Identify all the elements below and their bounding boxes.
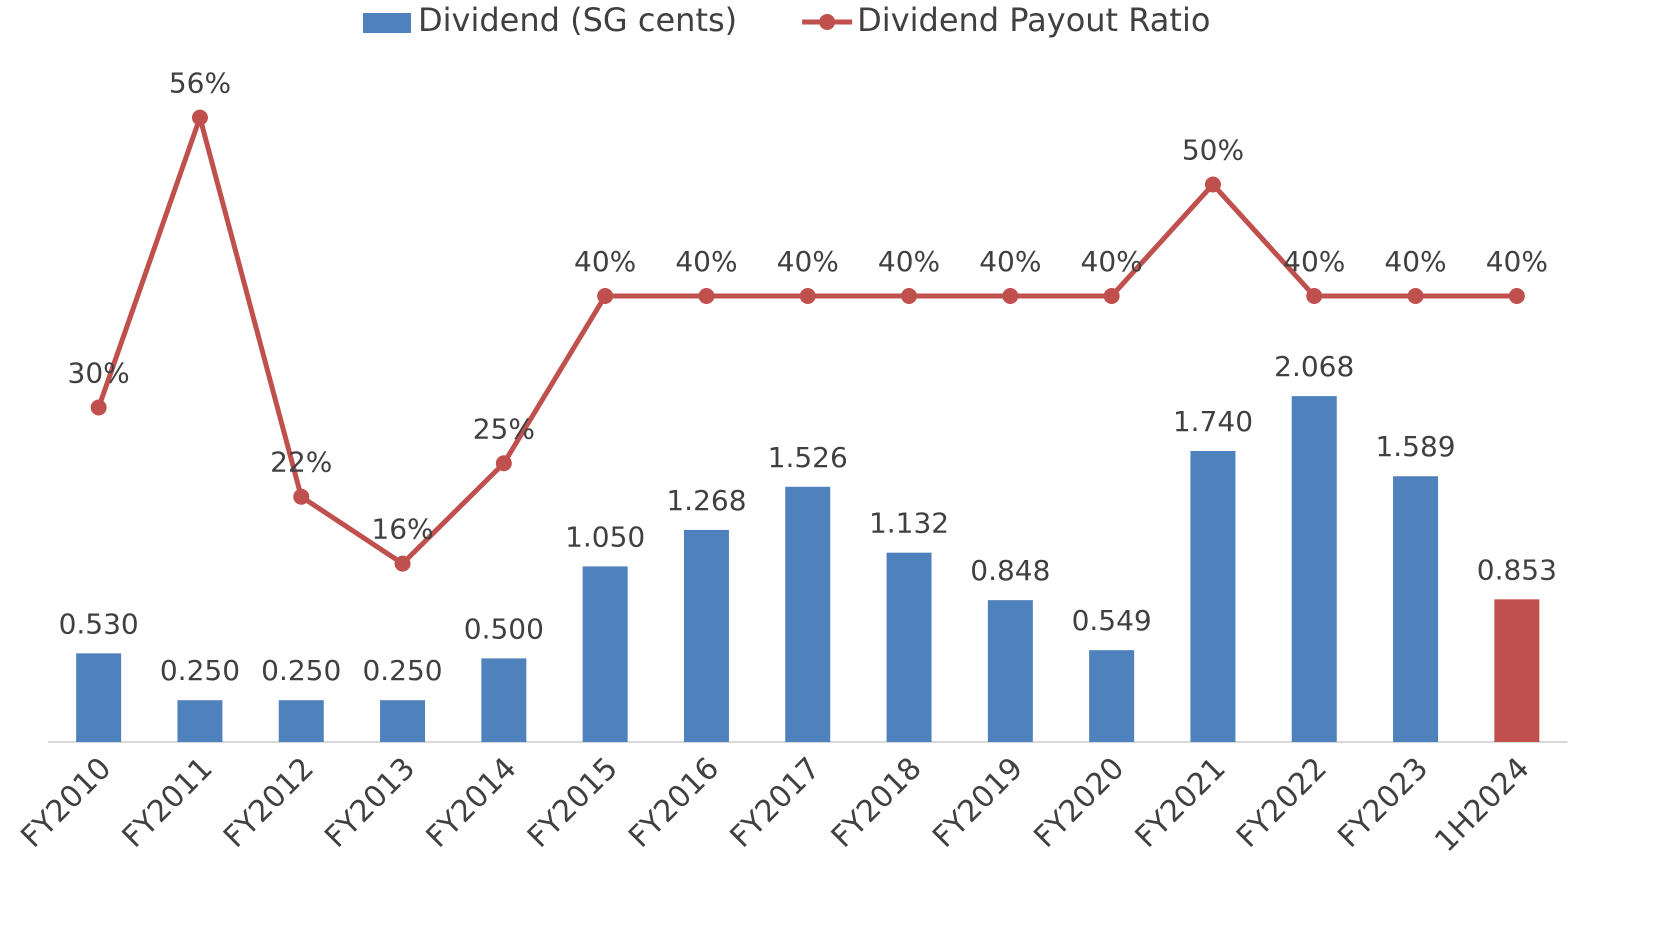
data-label: 0.853	[1477, 553, 1557, 586]
data-label: 50%	[1182, 134, 1244, 167]
data-label: 1.740	[1173, 405, 1253, 438]
bar	[1190, 450, 1236, 742]
x-tick-label: FY2020	[1027, 751, 1131, 855]
bar	[1089, 650, 1135, 742]
data-label: 16%	[371, 513, 433, 546]
bar	[76, 653, 122, 742]
x-tick-label: FY2021	[1129, 751, 1233, 855]
x-tick-label: FY2019	[926, 751, 1030, 855]
data-label: 40%	[574, 245, 636, 278]
data-label: 0.250	[160, 654, 240, 687]
data-label: 40%	[1486, 245, 1548, 278]
legend-swatch	[363, 13, 411, 33]
data-label: 30%	[68, 357, 130, 390]
data-label: 0.549	[1072, 604, 1152, 637]
bar	[1291, 396, 1337, 742]
x-tick-label: FY2013	[318, 751, 422, 855]
data-label: 1.268	[666, 484, 746, 517]
data-label: 40%	[1384, 245, 1446, 278]
data-label: 40%	[1283, 245, 1345, 278]
x-tick-label: FY2018	[825, 751, 929, 855]
bar	[886, 552, 932, 742]
line-point	[901, 288, 918, 304]
x-tick-label: FY2011	[116, 751, 220, 855]
data-label: 40%	[777, 245, 839, 278]
bar	[1494, 599, 1540, 742]
legend-label: Dividend (SG cents)	[418, 1, 737, 39]
legend-label: Dividend Payout Ratio	[857, 1, 1210, 39]
line-point	[394, 555, 411, 572]
x-tick-label: FY2017	[724, 751, 828, 855]
data-label: 40%	[878, 245, 940, 278]
x-tick-label: FY2014	[420, 751, 524, 855]
data-label: 1.050	[565, 520, 645, 553]
data-label: 0.848	[970, 554, 1050, 587]
bar	[987, 600, 1033, 742]
x-tick-label: FY2015	[521, 751, 625, 855]
data-label: 0.500	[464, 612, 544, 645]
x-tick-label: FY2012	[217, 751, 321, 855]
line-point	[1103, 288, 1120, 304]
x-tick-label: 1H2024	[1428, 751, 1536, 859]
data-label: 0.250	[362, 654, 442, 687]
data-label: 22%	[270, 446, 332, 479]
line-point	[293, 488, 310, 505]
bar	[481, 658, 527, 742]
data-label: 25%	[473, 412, 535, 445]
line-point	[1508, 288, 1525, 304]
line-point	[1204, 176, 1221, 193]
line-point	[597, 288, 614, 304]
x-tick-label: FY2016	[622, 751, 726, 855]
data-label: 40%	[675, 245, 737, 278]
line-point	[1407, 288, 1424, 304]
line-point	[799, 288, 816, 304]
data-label: 0.250	[261, 654, 341, 687]
bar	[582, 566, 628, 742]
data-label: 2.068	[1274, 350, 1354, 383]
line-point	[1306, 288, 1323, 304]
data-label: 0.530	[59, 607, 139, 640]
x-tick-label: FY2023	[1331, 751, 1435, 855]
bar	[785, 486, 831, 742]
bar	[380, 700, 426, 742]
data-label: 56%	[169, 67, 231, 100]
bar	[1393, 476, 1439, 742]
line-point	[495, 455, 512, 472]
data-label: 40%	[979, 245, 1041, 278]
x-tick-label: FY2022	[1230, 751, 1334, 855]
data-label: 1.589	[1375, 430, 1455, 463]
bar	[683, 529, 729, 742]
data-label: 1.526	[768, 441, 848, 474]
line-point	[698, 288, 715, 304]
bar	[177, 700, 223, 742]
bar	[278, 700, 324, 742]
legend-swatch	[819, 14, 836, 30]
data-label: 1.132	[869, 507, 949, 540]
line-point	[1002, 288, 1019, 304]
data-label: 40%	[1081, 245, 1143, 278]
line-point	[90, 399, 107, 416]
x-tick-label: FY2010	[14, 751, 118, 855]
line-point	[191, 109, 208, 126]
